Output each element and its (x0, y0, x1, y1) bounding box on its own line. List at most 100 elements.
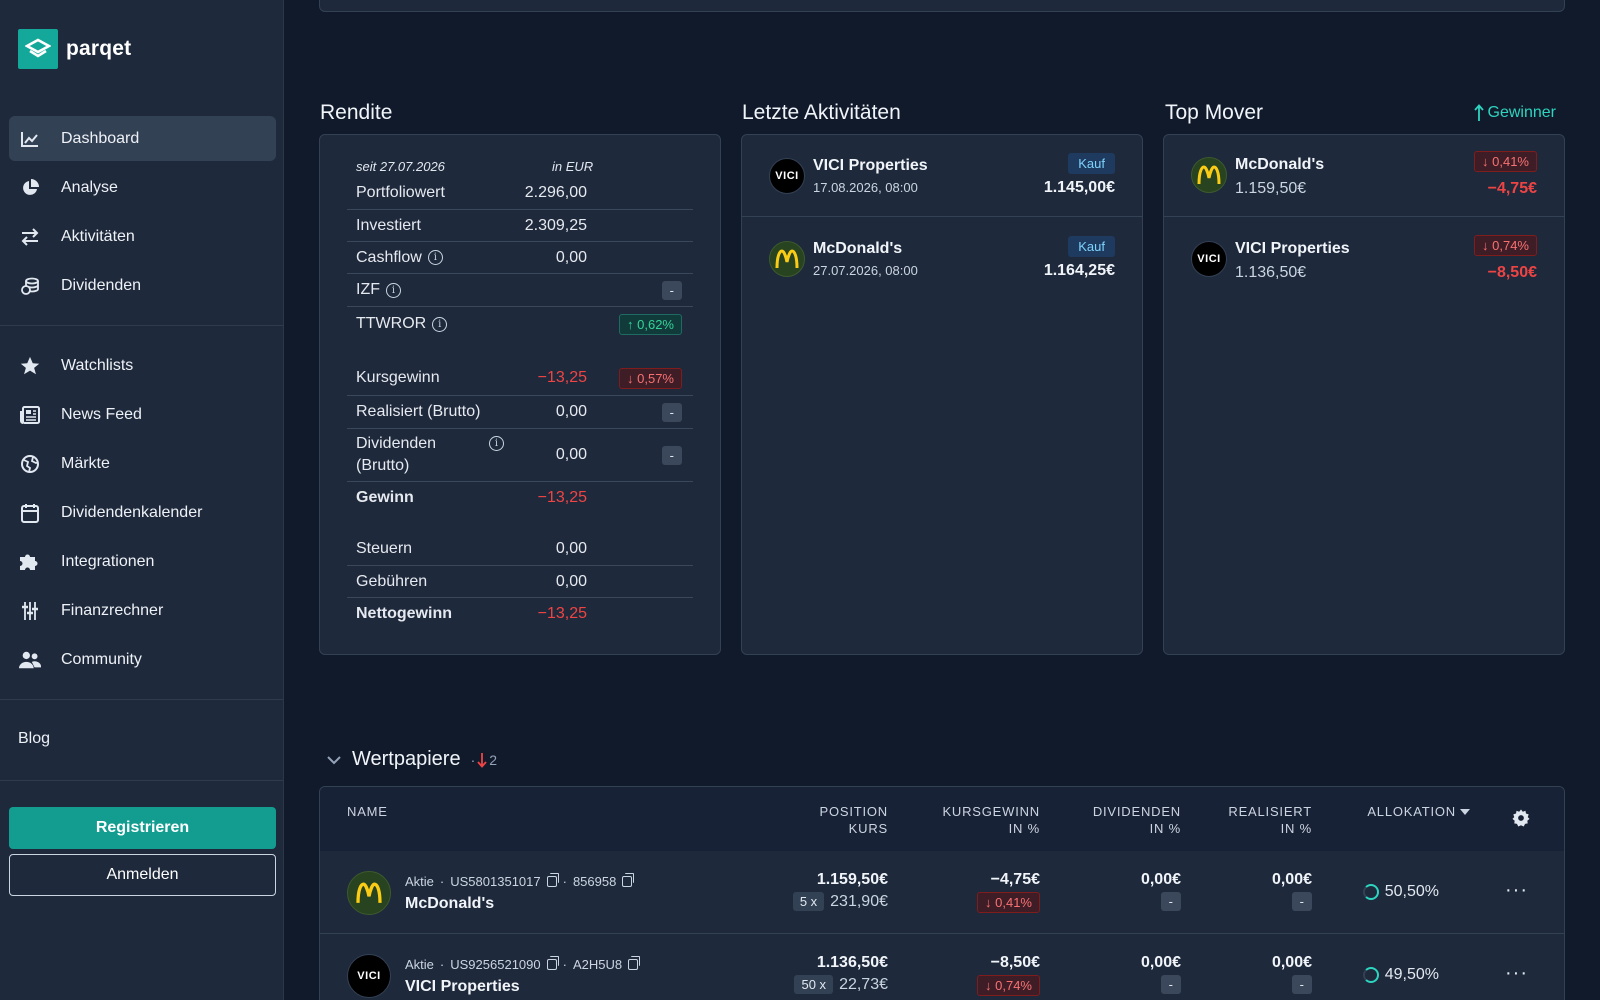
badge-cell: ↑ 0,62% (587, 313, 682, 335)
copy-icon[interactable] (628, 956, 641, 970)
mcdonalds-logo-icon (1191, 157, 1227, 193)
position-cell: 1.159,50€ 5 x 231,90€ (792, 871, 888, 911)
mover-pct-badge: ↓ 0,41% (1474, 151, 1537, 172)
dot-separator: · (470, 751, 476, 768)
nav-item-dividenden[interactable]: Dividenden (9, 263, 276, 308)
nav-item-community[interactable]: Community (9, 637, 276, 682)
row-label: IZF (356, 281, 380, 298)
nav-item-aktivitaeten[interactable]: Aktivitäten (9, 214, 276, 259)
mover-pct-chip: ↓ 0,74% (1474, 235, 1537, 256)
position-detail: 5 x 231,90€ (792, 892, 888, 911)
col-label-2: IN % (1280, 821, 1312, 836)
row-portfoliowert: Portfoliowert 2.296,00 (347, 177, 693, 210)
col-name[interactable]: NAME (347, 804, 388, 819)
security-wkn: 856958 (572, 874, 617, 889)
mover-name: VICI Properties (1235, 240, 1350, 257)
arrow-up-icon (1473, 104, 1484, 121)
row-gebuehren: Gebühren 0,00 (347, 566, 693, 598)
sliders-icon (19, 600, 41, 622)
nav-divider (0, 780, 284, 781)
nav-item-watchlists[interactable]: Watchlists (9, 343, 276, 388)
realized-detail: - (1272, 975, 1312, 994)
coins-icon (19, 275, 41, 297)
info-icon[interactable]: i (427, 250, 443, 265)
parqet-logo-icon (18, 29, 58, 69)
row-kursgewinn: Kursgewinn −13,25 ↓ 0,57% (347, 361, 693, 396)
row-label: Cashflow (356, 248, 422, 266)
row-label: Dividenden (356, 435, 437, 452)
register-button[interactable]: Registrieren (9, 807, 276, 849)
quantity-badge: 50 x (794, 975, 834, 994)
nav-item-dashboard[interactable]: Dashboard (9, 116, 276, 161)
row-label: Portfoliowert (356, 184, 445, 201)
col-dividenden[interactable]: DIVIDENDEN IN % (1093, 803, 1181, 837)
row-value: 0,00 (555, 403, 587, 420)
allocation-ring-icon (1362, 967, 1379, 983)
nav-item-blog[interactable]: Blog (18, 730, 51, 747)
mover-price: 1.159,50€ (1235, 180, 1307, 197)
nav-item-dividendenkalender[interactable]: Dividendenkalender (9, 490, 276, 535)
col-kursgewinn[interactable]: KURSGEWINN IN % (942, 803, 1040, 837)
badge-cell: - (587, 445, 682, 465)
securities-title: Wertpapiere (352, 748, 461, 770)
table-row[interactable]: Aktie · US5801351017 · 856958 McDonald's 1… (320, 851, 1564, 934)
mover-item[interactable]: McDonald's 1.159,50€ ↓ 0,41% −4,75€ (1164, 135, 1564, 217)
row-cashflow: Cashflow i 0,00 (347, 242, 693, 274)
brand-logo[interactable]: parqet (18, 29, 131, 69)
realized-detail: - (1272, 892, 1312, 911)
gear-icon[interactable] (1512, 809, 1530, 832)
table-header: NAME POSITION KURS KURSGEWINN IN % DIVIDEN… (320, 787, 1564, 851)
col-allokation[interactable]: ALLOKATION (1367, 803, 1470, 820)
securities-count: · 2 (471, 752, 497, 768)
row-value: 0,00 (555, 540, 587, 557)
quantity-badge: 5 x (792, 892, 825, 911)
arrow-down-icon (477, 752, 487, 768)
activity-amount: 1.145,00€ (1043, 179, 1115, 196)
dividend-value: 0,00€ (1140, 871, 1181, 888)
more-options-icon[interactable]: ··· (1505, 962, 1528, 984)
position-cell: 1.136,50€ 50 x 22,73€ (794, 954, 888, 994)
copy-icon[interactable] (546, 873, 559, 887)
rendite-card: seit 27.07.2026 in EUR Portfoliowert 2.2… (319, 134, 721, 655)
info-icon[interactable]: i (489, 436, 504, 451)
realized-value: 0,00€ (1271, 871, 1312, 888)
security-wkn: A2H5U8 (572, 957, 623, 972)
security-name[interactable]: McDonald's (405, 895, 495, 912)
copy-icon[interactable] (622, 873, 635, 887)
col-position[interactable]: POSITION KURS (819, 803, 888, 837)
nav-item-finanzrechner[interactable]: Finanzrechner (9, 588, 276, 633)
row-label: Gewinn (356, 489, 414, 506)
ttwror-value: 0,62% (637, 316, 674, 332)
security-name[interactable]: VICI Properties (405, 978, 520, 995)
row-label: Realisiert (Brutto) (356, 403, 481, 420)
nav-item-analyse[interactable]: Analyse (9, 165, 276, 210)
activity-item[interactable]: McDonald's 27.07.2026, 08:00 Kauf 1.164,… (742, 218, 1142, 300)
nav-item-maerkte[interactable]: Märkte (9, 441, 276, 486)
row-ttwror: TTWROR i ↑ 0,62% (347, 307, 693, 341)
gainers-filter[interactable]: Gewinner (1473, 104, 1556, 122)
activity-type-badge: Kauf (1068, 153, 1115, 174)
activity-item[interactable]: VICI VICI Properties 17.08.2026, 08:00 K… (742, 135, 1142, 217)
more-options-icon[interactable]: ··· (1505, 879, 1528, 901)
info-icon[interactable]: i (432, 316, 448, 332)
realized-value: 0,00€ (1271, 954, 1312, 971)
mover-item[interactable]: VICI VICI Properties 1.136,50€ ↓ 0,74% −… (1164, 219, 1564, 301)
chevron-down-icon[interactable] (326, 755, 342, 765)
nav-item-news-feed[interactable]: News Feed (9, 392, 276, 437)
login-button[interactable]: Anmelden (9, 854, 276, 896)
vici-logo-icon: VICI (769, 158, 805, 194)
info-icon[interactable]: i (386, 282, 401, 298)
security-isin: US5801351017 (450, 874, 541, 889)
copy-icon[interactable] (546, 956, 559, 970)
puzzle-icon (19, 551, 41, 573)
col-realisiert[interactable]: REALISIERT IN % (1228, 803, 1312, 837)
security-type: Aktie (405, 874, 434, 889)
table-row[interactable]: VICI Aktie · US9256521090 · A2H5U8 VICI Pr… (320, 934, 1564, 1000)
gainers-label: Gewinner (1487, 104, 1556, 121)
realisiert-badge: - (661, 402, 682, 422)
nav-item-integrationen[interactable]: Integrationen (9, 539, 276, 584)
row-label: Steuern (356, 540, 413, 557)
nav-label: Integrationen (61, 552, 155, 570)
unit-price: 231,90€ (830, 892, 888, 910)
row-value: 0,00 (555, 572, 587, 590)
